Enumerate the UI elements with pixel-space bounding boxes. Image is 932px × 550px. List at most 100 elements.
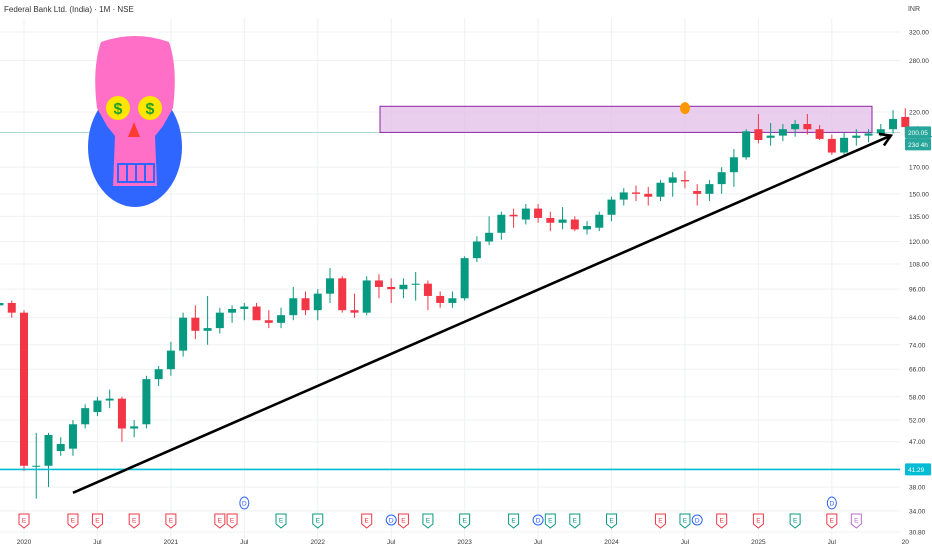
earnings-marker [716, 513, 728, 529]
last-price-badge-label: 200.05 [908, 130, 928, 137]
dividend-marker [532, 514, 544, 526]
dividend-marker-label: D [389, 518, 394, 525]
y-tick-label: 74.00 [909, 342, 926, 349]
candle-down [632, 192, 640, 194]
earnings-marker [544, 513, 556, 529]
earnings-marker [569, 513, 581, 529]
candle-up [215, 312, 224, 329]
candle-up [93, 400, 102, 413]
y-tick-label: 320.00 [909, 30, 929, 37]
earnings-marker [226, 513, 238, 529]
dollar-icon: $ [114, 101, 123, 118]
candle-up [876, 129, 885, 134]
candle-down [803, 124, 812, 130]
earnings-marker-label: E [658, 518, 663, 525]
candle-down [252, 306, 261, 321]
candle-down [754, 129, 763, 141]
dividend-flag [826, 496, 837, 510]
earnings-marker [275, 513, 287, 529]
earnings-marker-label: E [218, 518, 223, 525]
candle-down [644, 193, 653, 197]
candle-up [277, 315, 286, 323]
candle-up [485, 232, 494, 242]
candle-down [827, 138, 836, 153]
candle-up [472, 241, 481, 259]
candle-down [350, 310, 359, 313]
peak-marker [679, 102, 690, 115]
candle-up [32, 465, 41, 467]
earnings-marker-label: E [793, 518, 798, 525]
candle-up [313, 293, 322, 311]
dividend-flag-label: D [829, 501, 834, 508]
y-tick-label: 58.00 [909, 394, 926, 401]
candle-up [44, 435, 53, 466]
candle-up [228, 308, 237, 313]
candle-up [289, 298, 298, 316]
trendline [72, 134, 892, 495]
candle-up [81, 408, 90, 425]
earnings-marker [91, 513, 103, 529]
candle-up [766, 135, 775, 138]
earnings-marker-label: E [854, 518, 859, 525]
candle-up [240, 306, 249, 309]
candle-up [56, 444, 65, 452]
y-tick-label: 170.00 [909, 165, 929, 172]
chart-title: Federal Bank Ltd. (India) · 1M · NSE [4, 5, 134, 14]
skull-logo: $ $ [88, 36, 182, 207]
earnings-marker [606, 513, 618, 529]
earnings-marker-label: E [71, 518, 76, 525]
y-tick-label: 280.00 [909, 58, 929, 65]
candle-up [0, 302, 4, 306]
candle-down [7, 302, 16, 313]
countdown-badge [905, 138, 931, 151]
y-tick-label: 47.00 [909, 439, 926, 446]
candle-down [680, 180, 689, 182]
dividend-flag [239, 496, 250, 510]
candle-up [864, 133, 873, 136]
support-badge [905, 463, 931, 476]
candle-up [791, 124, 800, 130]
earnings-marker-label: E [511, 518, 516, 525]
earnings-marker [67, 513, 79, 529]
earnings-marker [459, 513, 471, 529]
candle-up [583, 226, 592, 230]
skull-shape [95, 36, 175, 186]
candle-down [423, 283, 432, 296]
y-tick-label: 30.80 [909, 530, 926, 537]
candle-up [656, 182, 665, 197]
candle-up [203, 328, 212, 331]
candle-up [460, 258, 469, 299]
dividend-flag-label: D [242, 501, 247, 508]
candle-up [105, 398, 114, 401]
y-tick-label: 120.00 [909, 239, 929, 246]
earnings-marker-label: E [830, 518, 835, 525]
earnings-marker-label: E [95, 518, 100, 525]
x-tick-label: Jul [240, 539, 249, 546]
candle-up [166, 350, 175, 370]
earnings-marker [397, 513, 409, 529]
axis-layer: 320.00280.00220.00200.00170.00150.00135.… [17, 30, 931, 546]
earnings-marker-label: E [279, 518, 284, 525]
candle-up [742, 131, 751, 158]
drawing-layer [0, 132, 900, 495]
zone-layer [379, 105, 873, 133]
currency-label: INR [907, 6, 920, 13]
dividend-marker-label: D [536, 518, 541, 525]
candle-up [399, 284, 408, 290]
earnings-marker [789, 513, 801, 529]
earnings-marker-label: E [230, 518, 235, 525]
earnings-marker [214, 513, 226, 529]
candle-up [326, 278, 334, 294]
earnings-marker-label: E [609, 518, 614, 525]
earnings-marker [128, 513, 140, 529]
skull-right-eye [138, 96, 162, 120]
skull-nose [128, 122, 140, 137]
candle-down [374, 280, 383, 287]
candle-up [362, 280, 371, 313]
candle-down [387, 286, 396, 290]
candle-up [521, 208, 530, 220]
earnings-marker [508, 513, 520, 529]
earnings-marker-label: E [365, 518, 370, 525]
candle-down [509, 214, 518, 217]
